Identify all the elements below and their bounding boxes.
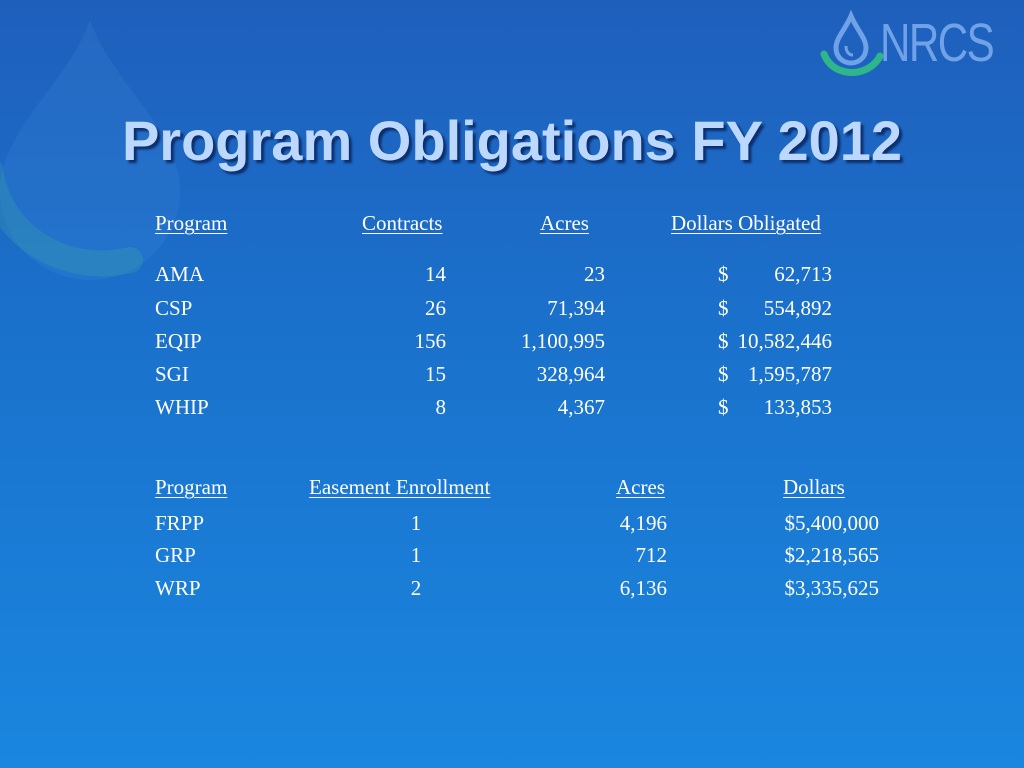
table-row-program: CSP — [155, 296, 193, 320]
table-row-contracts: 8 — [435, 395, 447, 419]
table-row-acres: 328,964 — [536, 362, 605, 386]
table-row-program: GRP — [155, 543, 196, 567]
table-row-enrollment: 1 — [410, 511, 422, 535]
header-dollars: Dollars — [783, 475, 845, 499]
table-row-dollars: $3,335,625 — [784, 576, 880, 600]
table-row-amount: 10,582,446 — [737, 329, 833, 353]
table-row-program: AMA — [155, 262, 205, 286]
table-row-program: SGI — [155, 362, 189, 386]
table-row-acres: 23 — [584, 262, 605, 286]
table-row-acres: 712 — [635, 543, 668, 567]
header-contracts: Contracts — [362, 211, 443, 235]
table-row-dollar-sign: $ — [718, 329, 729, 353]
table-row-contracts: 14 — [425, 262, 446, 286]
table-row-dollar-sign: $ — [718, 395, 729, 419]
header-dollars-obligated: Dollars Obligated — [671, 211, 821, 235]
table-row-dollar-sign: $ — [718, 362, 729, 386]
table-row-acres: 71,394 — [547, 296, 605, 320]
table-row-amount: 62,713 — [774, 262, 832, 286]
table-row-program: WRP — [155, 576, 201, 600]
table-row-enrollment: 2 — [410, 576, 422, 600]
table-row-contracts: 26 — [425, 296, 446, 320]
table-row-program: FRPP — [155, 511, 205, 535]
table-row-amount: 133,853 — [763, 395, 832, 419]
table-row-amount: 1,595,787 — [748, 362, 832, 386]
header-acres: Acres — [616, 475, 665, 499]
table-row-acres: 1,100,995 — [521, 329, 605, 353]
table-row-contracts: 15 — [425, 362, 446, 386]
header-acres: Acres — [540, 211, 589, 235]
table-row-enrollment: 1 — [410, 543, 422, 567]
nrcs-logo: NRCS — [818, 8, 1014, 78]
table-row-contracts: 156 — [414, 329, 447, 353]
table-row-acres: 4,367 — [557, 395, 605, 419]
table-row-acres: 4,196 — [619, 511, 667, 535]
logo-text: NRCS — [880, 13, 995, 73]
table-row-amount: 554,892 — [763, 296, 832, 320]
table-row-dollars: $5,400,000 — [784, 511, 880, 535]
header-program: Program — [155, 211, 228, 235]
table-row-dollar-sign: $ — [718, 262, 729, 286]
header-easement-enrollment: Easement Enrollment — [309, 475, 491, 499]
header-program: Program — [155, 475, 228, 499]
table-row-program: WHIP — [155, 395, 209, 419]
page-title: Program Obligations FY 2012 — [121, 109, 903, 172]
table-row-acres: 6,136 — [619, 576, 667, 600]
water-drop-icon — [820, 10, 884, 76]
table-row-program: EQIP — [155, 329, 202, 353]
table-row-dollar-sign: $ — [718, 296, 729, 320]
table-row-dollars: $2,218,565 — [784, 543, 880, 567]
